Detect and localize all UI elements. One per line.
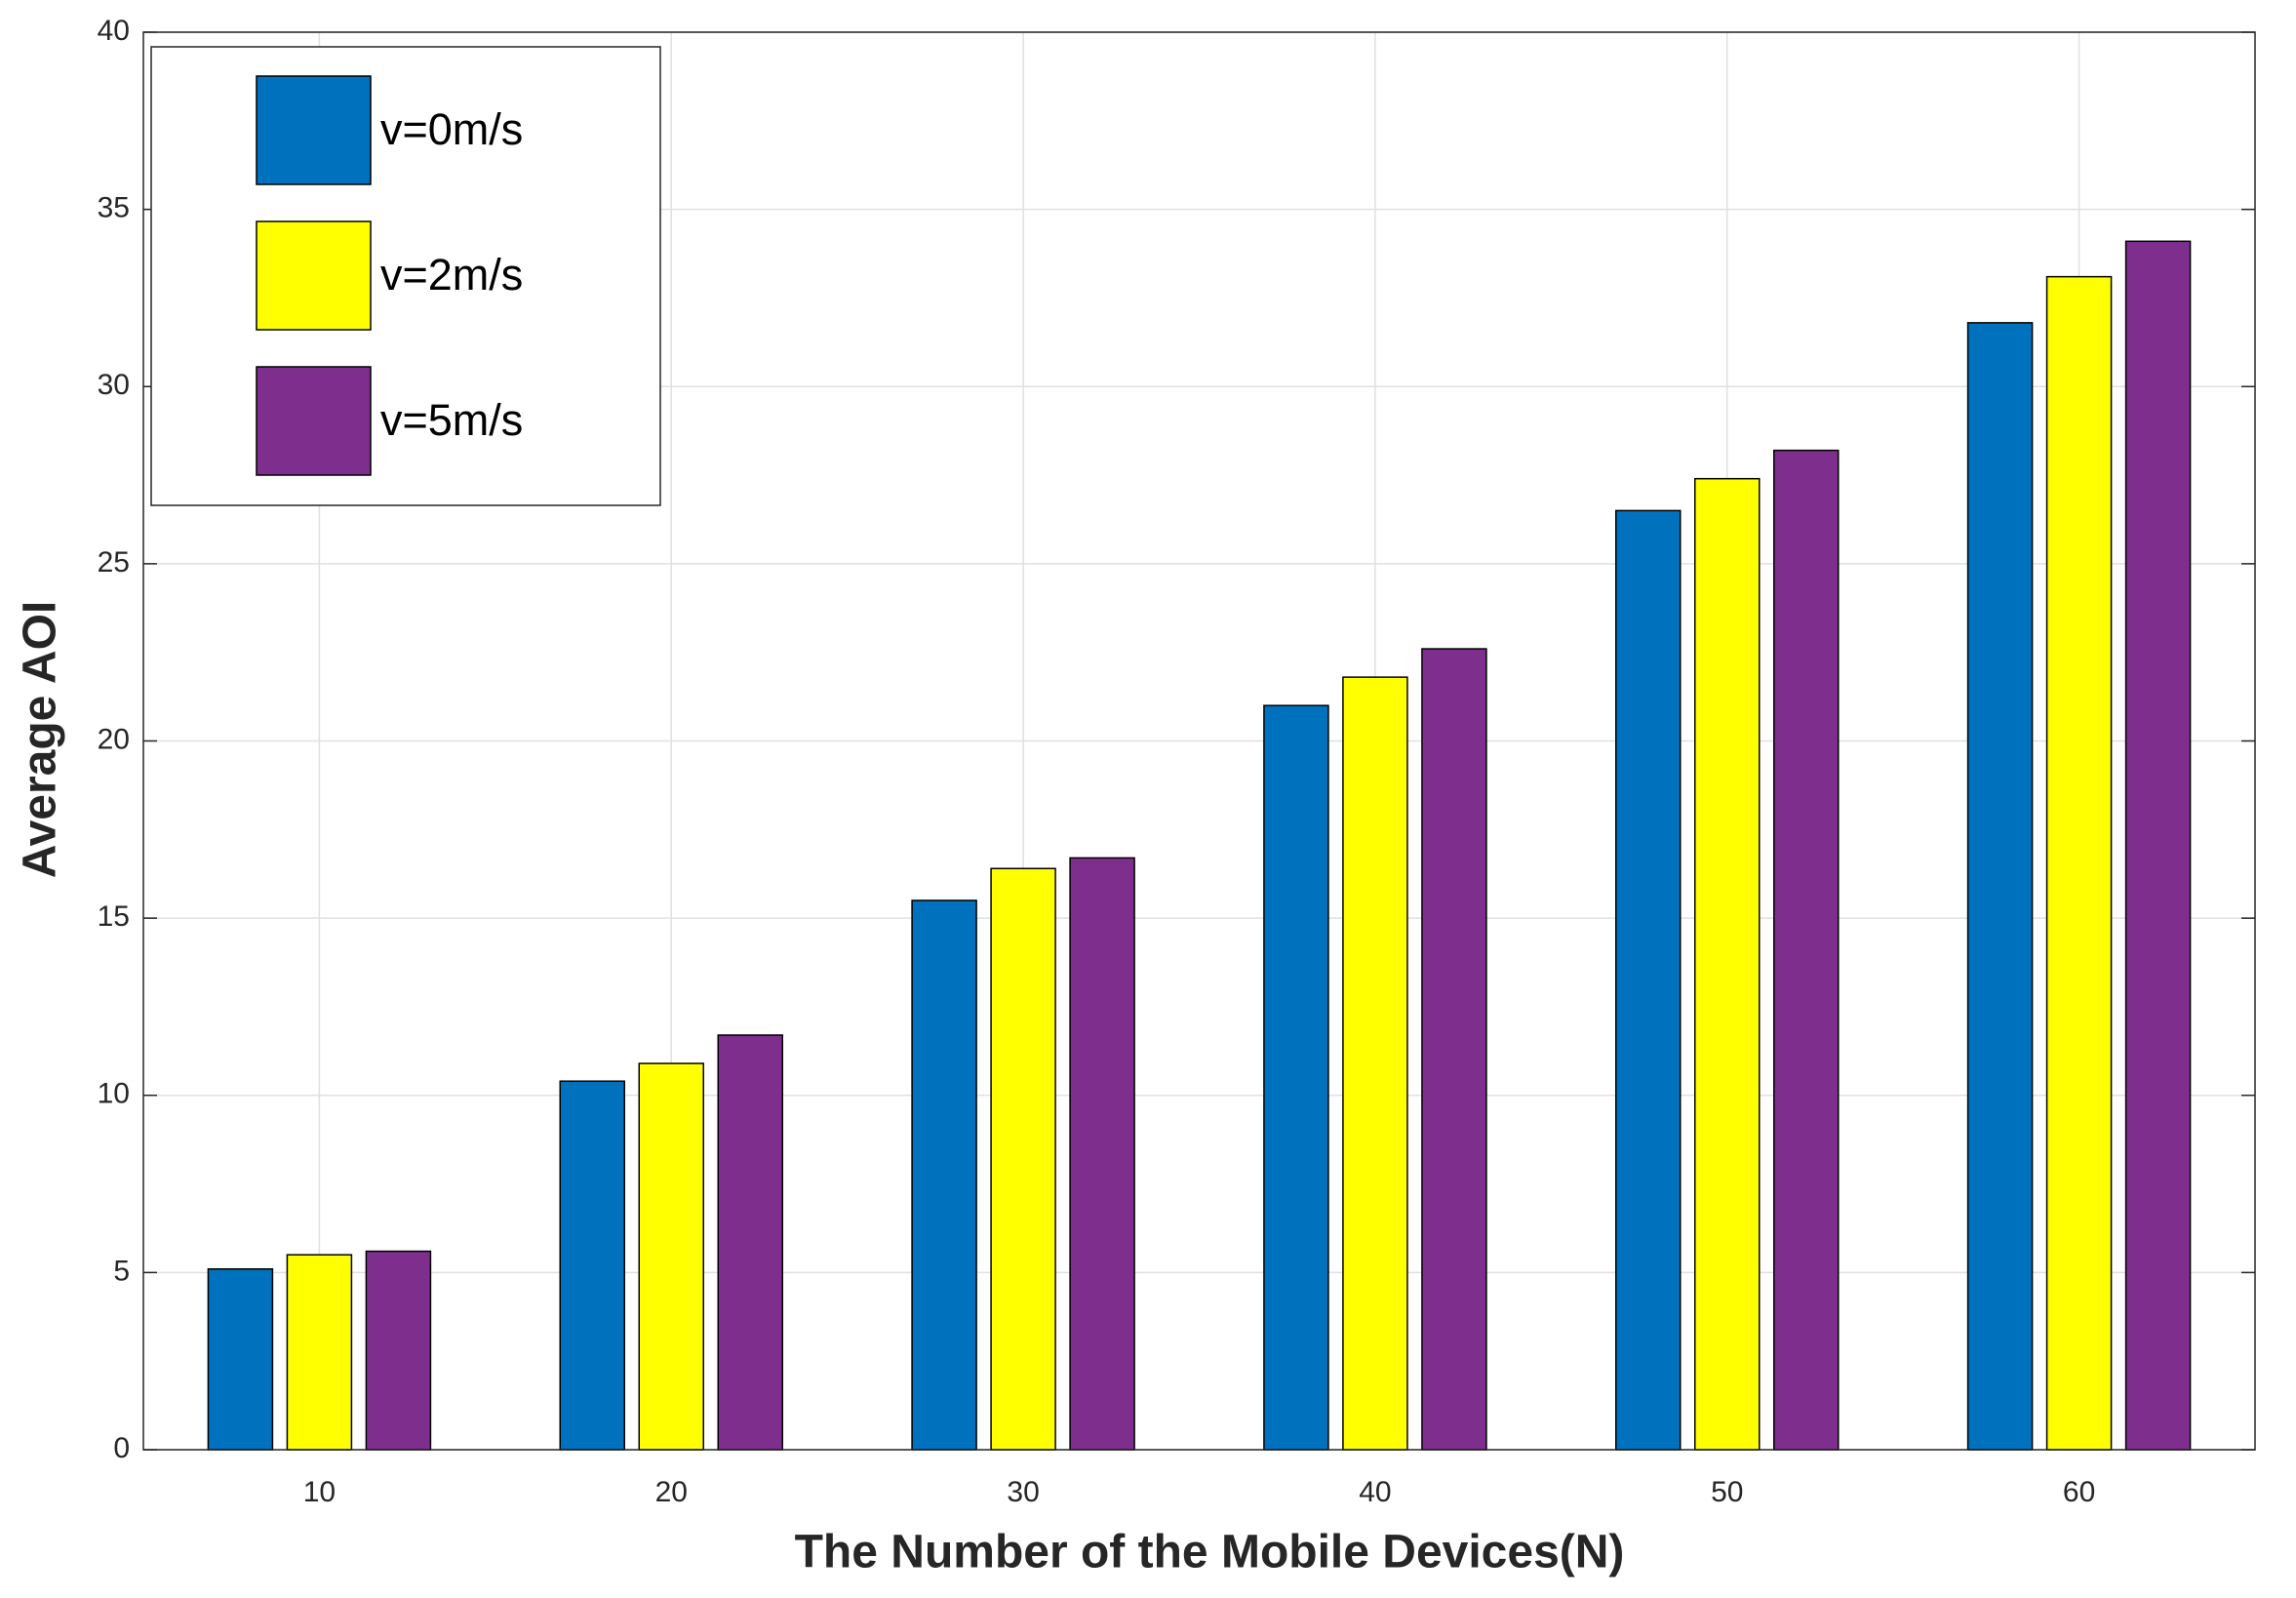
y-axis-label: Average AOI bbox=[15, 601, 66, 879]
legend-swatch bbox=[256, 75, 372, 185]
legend-box bbox=[150, 46, 661, 506]
y-tick-label: 5 bbox=[113, 1255, 130, 1287]
bar bbox=[911, 899, 977, 1451]
x-tick-label: 10 bbox=[303, 1476, 336, 1508]
bar bbox=[1069, 857, 1135, 1451]
y-tick-label: 35 bbox=[98, 192, 130, 224]
bar bbox=[1615, 509, 1682, 1451]
y-tick-label: 25 bbox=[98, 546, 130, 579]
bar bbox=[2124, 240, 2192, 1451]
bar bbox=[1966, 322, 2034, 1451]
y-tick-label: 0 bbox=[113, 1432, 130, 1464]
legend-swatch bbox=[256, 220, 372, 331]
bar bbox=[559, 1080, 625, 1451]
x-tick-label: 30 bbox=[1007, 1476, 1039, 1508]
bar bbox=[286, 1254, 353, 1451]
bar bbox=[207, 1267, 274, 1451]
x-tick-label: 20 bbox=[655, 1476, 688, 1508]
bar bbox=[638, 1062, 704, 1451]
legend-swatch bbox=[256, 366, 372, 476]
plot-frame bbox=[142, 31, 2256, 1451]
legend: v=0m/s v=2m/s v=5m/s bbox=[150, 46, 661, 506]
y-tick-label: 20 bbox=[98, 723, 130, 755]
bar bbox=[2045, 275, 2113, 1451]
legend-label: v=0m/s bbox=[380, 104, 523, 154]
bar bbox=[1421, 648, 1487, 1451]
bar bbox=[990, 867, 1056, 1451]
y-tick-label: 15 bbox=[98, 900, 130, 933]
bar bbox=[365, 1250, 432, 1451]
x-axis-label: The Number of the Mobile Devices(N) bbox=[795, 1527, 1625, 1578]
bar bbox=[1263, 704, 1329, 1451]
x-tick-label: 50 bbox=[1711, 1476, 1743, 1508]
bar bbox=[717, 1034, 783, 1451]
x-tick-label: 60 bbox=[2063, 1476, 2095, 1508]
y-tick-label: 40 bbox=[98, 15, 130, 47]
y-tick-label: 30 bbox=[98, 369, 130, 401]
legend-label: v=5m/s bbox=[380, 395, 523, 445]
legend-label: v=2m/s bbox=[380, 250, 523, 300]
bar bbox=[1773, 449, 1840, 1451]
bar bbox=[1342, 676, 1408, 1451]
bar bbox=[1694, 477, 1761, 1451]
x-tick-label: 40 bbox=[1359, 1476, 1391, 1508]
y-tick-label: 10 bbox=[98, 1078, 130, 1110]
